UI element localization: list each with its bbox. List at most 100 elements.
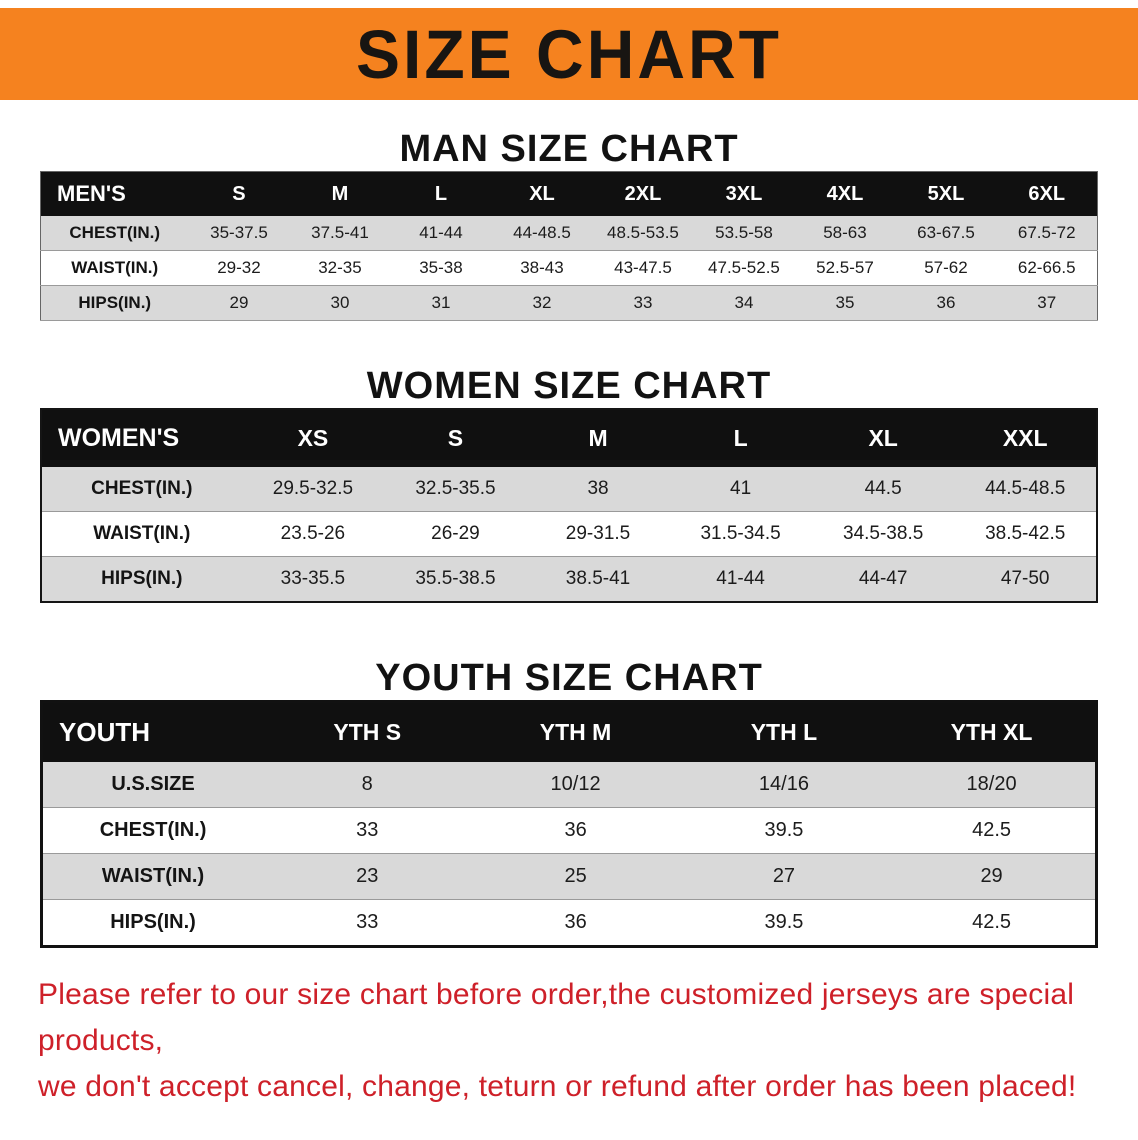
men-size-table: MEN'S S M L XL 2XL 3XL 4XL 5XL 6XL CHEST(IN.) 35-37…	[40, 171, 1098, 321]
value-cell: 33	[633, 293, 653, 312]
size-header-cell: YTH M	[539, 719, 612, 745]
value-cell: 29-31.5	[565, 523, 631, 544]
row-label-cell: WAIST(IN.)	[101, 865, 205, 887]
value-cell: 37.5-41	[311, 223, 369, 242]
value-cell: 25	[564, 865, 587, 887]
value-cell: 10/12	[550, 773, 601, 795]
size-header-cell: S	[447, 425, 464, 451]
table-row: WAIST(IN.) 23.5-26 26-29 29-31.5 31.5-34.5 34…	[41, 511, 1097, 557]
value-cell: 42.5	[972, 819, 1012, 841]
table-title-cell: YOUTH	[59, 717, 150, 747]
table-row: U.S.SIZE 8 10/12 14/16 18/20	[41, 762, 1097, 808]
value-cell: 41-44	[716, 568, 765, 589]
size-header-cell: XL	[529, 182, 555, 205]
table-row: HIPS(IN.) 29 30 31 32 33 34 35 36 37	[40, 285, 1098, 321]
value-cell: 47.5-52.5	[708, 258, 780, 277]
value-cell: 36	[564, 819, 587, 841]
value-cell: 29	[980, 865, 1003, 887]
value-cell: 47-50	[1000, 568, 1050, 589]
value-cell: 44.5	[864, 478, 902, 499]
size-header-cell: XS	[297, 425, 329, 451]
value-cell: 35	[835, 293, 855, 312]
value-cell: 62-66.5	[1017, 258, 1076, 277]
disclaimer: Please refer to our size chart before or…	[38, 972, 1138, 1110]
value-cell: 30	[330, 293, 350, 312]
table-row: WAIST(IN.) 23 25 27 29	[41, 853, 1097, 900]
value-cell: 34	[734, 293, 754, 312]
size-header-cell: XXL	[1002, 425, 1048, 451]
table-row: WAIST(IN.) 29-32 32-35 35-38 38-43 43-47.5 47.…	[40, 250, 1098, 286]
size-header-cell: YTH L	[750, 719, 818, 745]
row-label-cell: HIPS(IN.)	[110, 911, 196, 933]
size-header-cell: 3XL	[725, 182, 763, 205]
value-cell: 57-62	[924, 258, 968, 277]
youth-size-table: YOUTH YTH S YTH M YTH L YTH XL U.S.SIZE 8 10/12…	[40, 700, 1098, 948]
header-row: WOMEN'S XS S M L XL XXL	[41, 409, 1097, 467]
size-chart-page: SIZE CHART MAN SIZE CHART MEN'S S M L XL 2XL 3…	[0, 8, 1138, 1110]
table-row: CHEST(IN.) 29.5-32.5 32.5-35.5 38 41 44.5 44.5…	[41, 467, 1097, 512]
table-row: CHEST(IN.) 33 36 39.5 42.5	[41, 807, 1097, 854]
value-cell: 23	[356, 865, 379, 887]
value-cell: 52.5-57	[816, 258, 874, 277]
row-label-cell: HIPS(IN.)	[78, 293, 152, 312]
value-cell: 33	[356, 819, 379, 841]
value-cell: 35-37.5	[210, 223, 268, 242]
row-label-cell: CHEST(IN.)	[69, 223, 161, 242]
table-row: HIPS(IN.) 33 36 39.5 42.5	[41, 899, 1097, 947]
size-header-cell: L	[434, 182, 448, 205]
value-cell: 27	[772, 865, 796, 887]
row-label-cell: HIPS(IN.)	[101, 568, 183, 589]
size-header-cell: 6XL	[1028, 182, 1066, 205]
disclaimer-line-2: we don't accept cancel, change, teturn o…	[38, 1070, 1077, 1103]
youth-size-section: YOUTH SIZE CHART YOUTH YTH S YTH M YTH L YTH…	[0, 657, 1138, 948]
value-cell: 32	[532, 293, 552, 312]
banner: SIZE CHART	[0, 8, 1138, 100]
disclaimer-line-1: Please refer to our size chart before or…	[38, 978, 1075, 1057]
value-cell: 43-47.5	[614, 258, 672, 277]
value-cell: 39.5	[764, 819, 804, 841]
row-label-cell: U.S.SIZE	[111, 773, 195, 795]
table-title-cell: WOMEN'S	[58, 424, 180, 452]
value-cell: 29.5-32.5	[272, 478, 354, 499]
value-cell: 41	[730, 478, 752, 499]
value-cell: 31	[431, 293, 451, 312]
value-cell: 44.5-48.5	[985, 478, 1066, 499]
women-size-table: WOMEN'S XS S M L XL XXL CHEST(IN.) 29.5-32.5 32.5…	[40, 408, 1098, 603]
value-cell: 38-43	[520, 258, 564, 277]
value-cell: 33	[356, 911, 379, 933]
value-cell: 36	[936, 293, 956, 312]
value-cell: 63-67.5	[917, 223, 975, 242]
size-header-cell: 5XL	[927, 182, 965, 205]
row-label-cell: WAIST(IN.)	[71, 258, 159, 277]
value-cell: 35-38	[419, 258, 463, 277]
table-title-cell: MEN'S	[57, 181, 126, 206]
value-cell: 38.5-41	[565, 568, 631, 589]
value-cell: 67.5-72	[1017, 223, 1076, 242]
size-header-cell: L	[733, 425, 748, 451]
value-cell: 38	[587, 478, 609, 499]
header-row: MEN'S S M L XL 2XL 3XL 4XL 5XL 6XL	[40, 171, 1098, 216]
size-header-cell: 2XL	[624, 182, 662, 205]
size-header-cell: 4XL	[826, 182, 864, 205]
row-label-cell: CHEST(IN.)	[91, 478, 193, 499]
value-cell: 44-48.5	[513, 223, 571, 242]
value-cell: 26-29	[431, 523, 480, 544]
row-label-cell: CHEST(IN.)	[99, 819, 207, 841]
value-cell: 29-32	[217, 258, 261, 277]
value-cell: 32.5-35.5	[415, 478, 496, 499]
women-size-section: WOMEN SIZE CHART WOMEN'S XS S M L XL XXL CHEST(…	[0, 365, 1138, 603]
table-row: CHEST(IN.) 35-37.5 37.5-41 41-44 44-48.5 48.5…	[40, 216, 1098, 251]
value-cell: 37	[1037, 293, 1057, 312]
value-cell: 8	[361, 773, 373, 795]
women-section-heading: WOMEN SIZE CHART	[366, 365, 772, 407]
value-cell: 38.5-42.5	[985, 523, 1066, 544]
size-header-cell: S	[232, 182, 246, 205]
value-cell: 39.5	[764, 911, 804, 933]
size-header-cell: YTH S	[333, 719, 402, 745]
value-cell: 44-47	[858, 568, 908, 589]
value-cell: 14/16	[758, 773, 809, 795]
value-cell: 35.5-38.5	[415, 568, 496, 589]
men-section-heading: MAN SIZE CHART	[399, 128, 739, 170]
value-cell: 42.5	[972, 911, 1012, 933]
value-cell: 53.5-58	[715, 223, 773, 242]
